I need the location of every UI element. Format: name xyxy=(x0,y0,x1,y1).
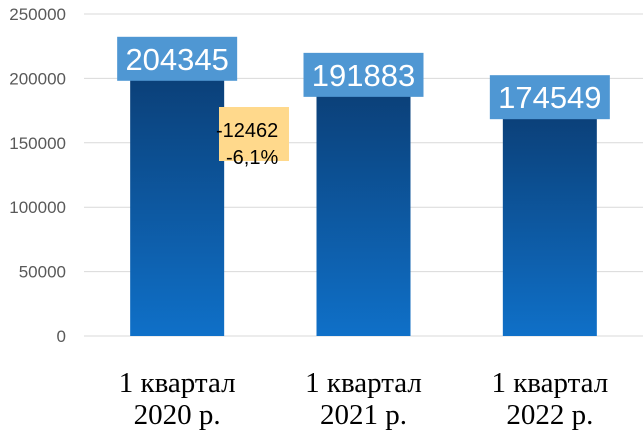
y-axis-ticks: 0 50000 100000 150000 200000 250000 xyxy=(9,5,66,346)
data-label: 204345 xyxy=(125,42,228,77)
y-tick-label: 150000 xyxy=(9,134,66,153)
category-label: 2022 р. xyxy=(506,399,593,431)
category-label: 1 квартал xyxy=(119,367,236,399)
bar xyxy=(502,111,597,337)
data-label-box xyxy=(489,75,610,120)
annotation-text: -12462 xyxy=(216,120,278,142)
data-label: 174549 xyxy=(498,80,601,115)
y-tick-label: 200000 xyxy=(9,69,66,88)
bar xyxy=(316,88,411,336)
data-label-box xyxy=(303,52,424,97)
y-tick-label: 0 xyxy=(57,327,66,346)
data-label: 191883 xyxy=(312,58,415,93)
y-tick-label: 250000 xyxy=(9,5,66,24)
category-label: 2021 р. xyxy=(320,399,407,431)
y-tick-label: 100000 xyxy=(9,198,66,217)
annotation-text: -6,1% xyxy=(226,147,278,169)
bars xyxy=(130,72,597,337)
y-tick-label: 50000 xyxy=(19,263,66,282)
data-labels: 204345 191883 174549 xyxy=(117,36,610,120)
bar xyxy=(130,72,225,336)
difference-annotation: -12462 -6,1% xyxy=(216,107,289,169)
category-label: 2020 р. xyxy=(134,399,221,431)
annotation-box xyxy=(219,107,289,161)
data-label-box xyxy=(117,36,238,81)
category-label: 1 квартал xyxy=(491,367,608,399)
category-label: 1 квартал xyxy=(305,367,422,399)
